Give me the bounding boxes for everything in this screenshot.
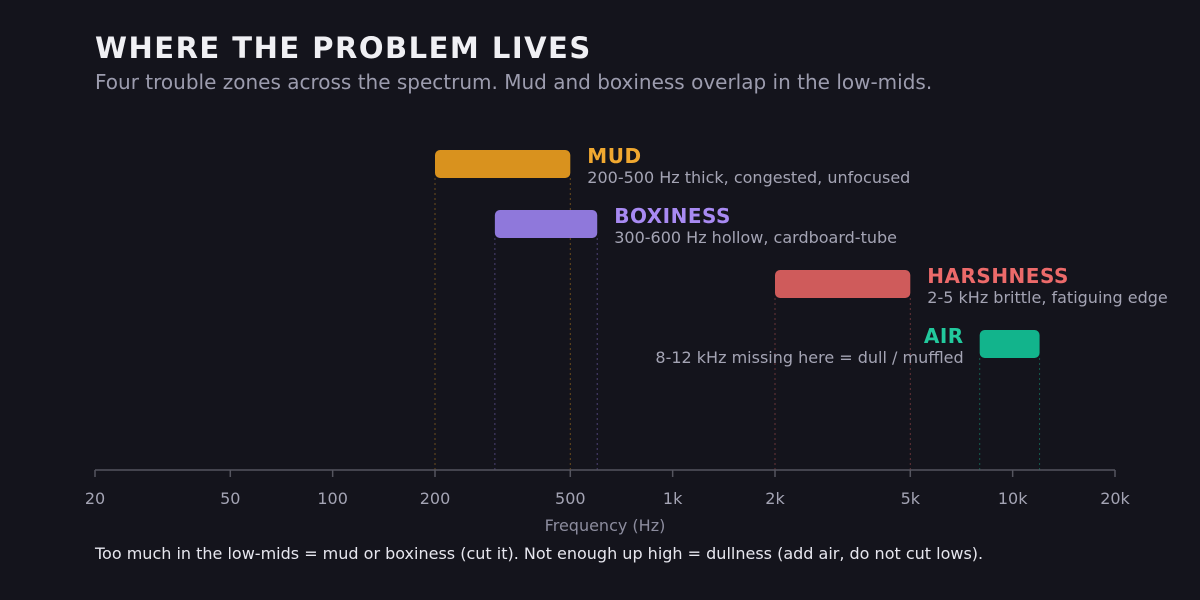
- chart-footnote: Too much in the low-mids = mud or boxine…: [94, 544, 983, 563]
- x-axis: 20 50 100 200 500 1k 2k 5k 10k 20k: [85, 469, 1131, 508]
- zone-description-harshness: 2-5 kHz brittle, fatiguing edge: [927, 288, 1167, 307]
- x-tick-label: 20k: [1100, 489, 1130, 508]
- zone-description-air: 8-12 kHz missing here = dull / muffled: [655, 348, 963, 367]
- x-tick-label: 100: [317, 489, 348, 508]
- x-tick-label: 500: [555, 489, 586, 508]
- zone-name-mud: MUD: [587, 144, 641, 168]
- chart-title: WHERE THE PROBLEM LIVES: [95, 31, 592, 65]
- zone-bar-boxiness: [494, 210, 598, 238]
- zone-description-boxiness: 300-600 Hz hollow, cardboard-tube: [614, 228, 897, 247]
- x-tick-label: 10k: [998, 489, 1028, 508]
- zone-guide-lines: [434, 178, 1041, 470]
- zone-name-harshness: HARSHNESS: [927, 264, 1069, 288]
- zone-name-boxiness: BOXINESS: [614, 204, 731, 228]
- x-tick-label: 20: [85, 489, 105, 508]
- zone-bars: [435, 150, 1040, 358]
- x-tick-label: 2k: [765, 489, 785, 508]
- zone-bar-mud: [435, 150, 571, 178]
- zone-description-mud: 200-500 Hz thick, congested, unfocused: [587, 168, 910, 187]
- zone-bar-harshness: [775, 270, 911, 298]
- x-axis-label: Frequency (Hz): [545, 516, 666, 535]
- zone-bar-air: [979, 330, 1040, 358]
- chart-subtitle: Four trouble zones across the spectrum. …: [95, 70, 932, 94]
- x-tick-label: 5k: [901, 489, 921, 508]
- x-tick-label: 1k: [663, 489, 683, 508]
- x-tick-label: 200: [420, 489, 451, 508]
- zone-name-air: AIR: [924, 324, 964, 348]
- x-tick-label: 50: [220, 489, 240, 508]
